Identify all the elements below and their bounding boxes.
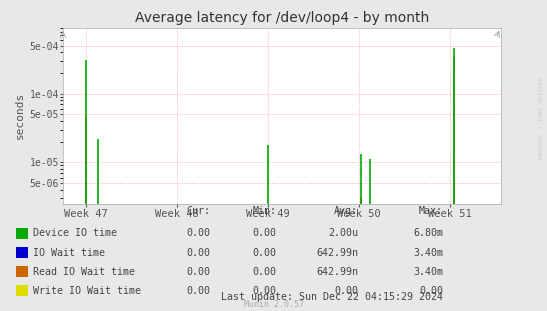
Text: 0.00: 0.00 xyxy=(187,248,211,258)
Text: 0.00: 0.00 xyxy=(252,286,276,296)
Text: 6.80m: 6.80m xyxy=(413,228,443,238)
Text: Write IO Wait time: Write IO Wait time xyxy=(33,286,141,296)
Text: IO Wait time: IO Wait time xyxy=(33,248,105,258)
Text: Avg:: Avg: xyxy=(334,206,358,216)
Text: 0.00: 0.00 xyxy=(187,228,211,238)
Text: 0.00: 0.00 xyxy=(187,286,211,296)
Text: 0.00: 0.00 xyxy=(187,267,211,277)
Text: RRDTOOL / TOBI OETIKER: RRDTOOL / TOBI OETIKER xyxy=(538,77,543,160)
Text: 0.00: 0.00 xyxy=(252,267,276,277)
Text: 642.99n: 642.99n xyxy=(316,248,358,258)
Text: Read IO Wait time: Read IO Wait time xyxy=(33,267,135,277)
Title: Average latency for /dev/loop4 - by month: Average latency for /dev/loop4 - by mont… xyxy=(135,12,429,26)
Text: 0.00: 0.00 xyxy=(252,228,276,238)
Text: 642.99n: 642.99n xyxy=(316,267,358,277)
Text: Cur:: Cur: xyxy=(187,206,211,216)
Text: Device IO time: Device IO time xyxy=(33,228,117,238)
Text: Last update: Sun Dec 22 04:15:29 2024: Last update: Sun Dec 22 04:15:29 2024 xyxy=(221,292,443,302)
Text: 0.00: 0.00 xyxy=(419,286,443,296)
Y-axis label: seconds: seconds xyxy=(15,92,25,139)
Text: 3.40m: 3.40m xyxy=(413,248,443,258)
Text: 2.00u: 2.00u xyxy=(328,228,358,238)
Text: Munin 2.0.57: Munin 2.0.57 xyxy=(243,299,304,309)
Text: Max:: Max: xyxy=(419,206,443,216)
Text: 3.40m: 3.40m xyxy=(413,267,443,277)
Text: 0.00: 0.00 xyxy=(252,248,276,258)
Text: Min:: Min: xyxy=(252,206,276,216)
Text: 0.00: 0.00 xyxy=(334,286,358,296)
